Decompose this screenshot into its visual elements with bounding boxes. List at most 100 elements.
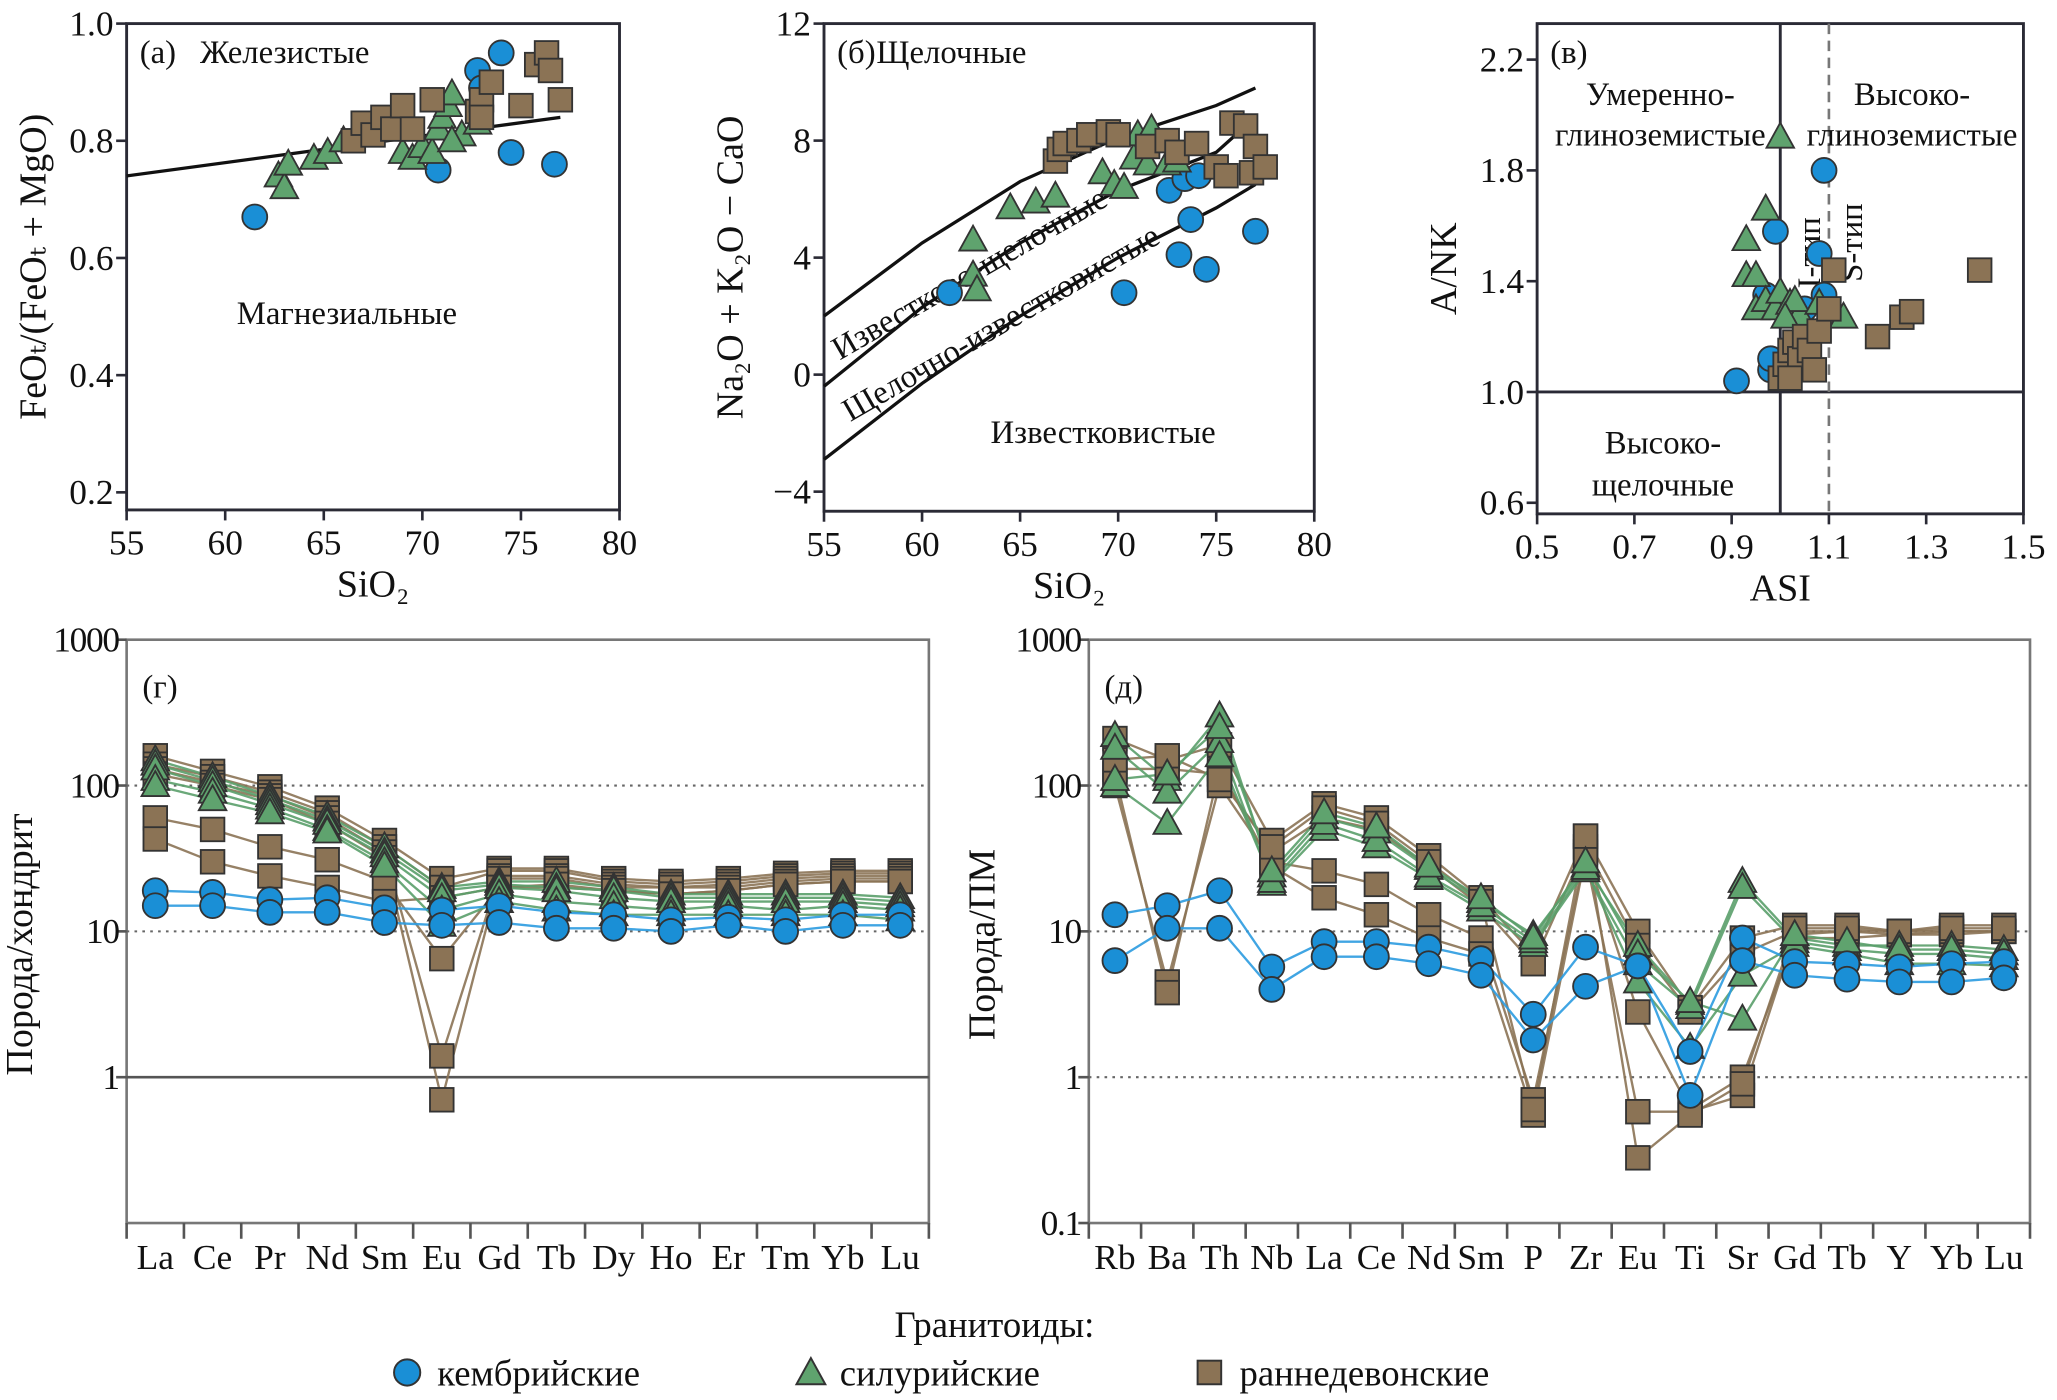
cambrian-data-point (1519, 1000, 1547, 1028)
panel-e-multielement-spider: 0.1 1 10 100 1000 Rb Ba Th Nb La Ce Nd Sm P Zr Eu Ti Sr Gd… (961, 619, 2032, 1277)
x-tick-label-dy: Dy (592, 1237, 636, 1277)
x-tick-label: 65 (1002, 524, 1037, 564)
cambrian-data-point (1519, 1026, 1547, 1054)
cambrian-data-point (1833, 965, 1861, 993)
x-tick-label: 0.5 (1515, 526, 1559, 566)
x-tick-label: 80 (1297, 524, 1332, 564)
x-tick-label-yb: Yb (821, 1237, 864, 1277)
devonian-data-point (1625, 1145, 1651, 1171)
x-tick-label: 80 (602, 522, 637, 562)
region-label-peraluminous-2: глиноземистые (1807, 118, 2018, 154)
y-tick-label: 100 (1032, 765, 1082, 805)
cambrian-data-point (1676, 1038, 1704, 1065)
cambrian-data-point (497, 139, 525, 166)
y-axis-label: Na₂O + K₂O − CaO (710, 116, 752, 420)
devonian-data-point (314, 846, 340, 873)
devonian-data-point (257, 834, 283, 860)
devonian-data-point (1213, 162, 1239, 189)
cambrian-data-point (1101, 901, 1129, 929)
silurian-data-point (1622, 965, 1654, 994)
cambrian-data-point (485, 909, 513, 936)
silurian-data-point (1256, 854, 1288, 883)
silurian-data-point (957, 223, 989, 252)
devonian-data-point (399, 116, 426, 142)
silurian-data-point (1769, 300, 1801, 329)
devonian-data-point (1363, 902, 1390, 928)
devonian-data-point (199, 849, 226, 875)
silurian-data-point (369, 849, 400, 878)
cambrian-data-point (1310, 943, 1338, 971)
panel-label: (д) (1105, 669, 1144, 705)
devonian-data-point (1898, 298, 1925, 325)
x-tick-label-pr: Pr (254, 1237, 286, 1277)
x-tick-label-nd: Nd (306, 1237, 350, 1277)
y-tick-label: 0.4 (69, 355, 114, 395)
silurian-data-point (1727, 1002, 1758, 1031)
devonian-data-point (1572, 823, 1599, 849)
y-tick-label: 10 (86, 911, 119, 951)
cambrian-data-point (543, 914, 570, 942)
region-label-magnesian: Магнезиальные (237, 296, 457, 332)
x-tick-label-rb: Rb (1094, 1237, 1135, 1277)
cambrian-data-point (199, 892, 226, 920)
silurian-data-point (139, 769, 171, 797)
devonian-data-point (1729, 1071, 1756, 1097)
devonian-data-point (468, 104, 495, 131)
legend-label-devonian: раннедевонские (1240, 1353, 1490, 1394)
cambrian-data-point (541, 150, 568, 178)
silurian-data-point (1570, 845, 1601, 874)
region-label-metaluminous-2: глиноземистые (1555, 118, 1766, 154)
silurian-data-point (1779, 918, 1811, 947)
devonian-data-point (1415, 902, 1442, 928)
devonian-data-point (1183, 130, 1210, 157)
y-axis-label: Порода/хондрит (0, 813, 41, 1076)
silurian-data-point (1151, 775, 1183, 804)
silurian-data-point (1740, 259, 1772, 288)
x-tick-label-yb: Yb (1930, 1237, 1973, 1277)
cambrian-data-point (772, 917, 799, 945)
silurian-data-point (1750, 192, 1782, 221)
x-tick-label: 60 (904, 524, 939, 564)
y-tick-label: 1.0 (69, 3, 113, 43)
x-axis-label: SiO₂ (1033, 565, 1105, 607)
cambrian-data-point (1572, 972, 1599, 1000)
panel-label: (в) (1550, 35, 1587, 71)
y-tick-label: 1000 (1015, 619, 1081, 659)
x-tick-label: 70 (405, 522, 440, 562)
silurian-data-point (1674, 985, 1706, 1013)
devonian-data-point (508, 92, 534, 119)
silurian-data-point (1779, 284, 1811, 312)
silurian-data-point (961, 273, 993, 302)
devonian-data-point (429, 1043, 455, 1069)
y-tick-label: 0.2 (69, 472, 113, 512)
devonian-data-point (429, 1087, 455, 1113)
devonian-data-point (478, 69, 505, 95)
x-tick-label-nb: Nb (1250, 1237, 1293, 1277)
devonian-sample-line (1113, 782, 2004, 1112)
x-tick-label-ce: Ce (193, 1237, 232, 1277)
devonian-data-point (257, 863, 283, 889)
cambrian-data-point (1624, 952, 1652, 980)
cambrian-data-point (1110, 279, 1138, 307)
silurian-data-point (1465, 881, 1497, 910)
y-tick-label: 0 (793, 354, 811, 394)
cambrian-data-point (1415, 950, 1443, 978)
cambrian-data-point (1467, 961, 1495, 989)
silurian-data-point (1764, 120, 1796, 149)
devonian-data-point (419, 87, 445, 113)
y-tick-label: 1000 (53, 619, 119, 659)
x-tick-label: 55 (806, 524, 841, 564)
x-tick-label-lu: Lu (881, 1237, 921, 1277)
devonian-data-point (1206, 766, 1233, 793)
silurian-data-point (269, 171, 300, 200)
x-tick-label: 0.9 (1710, 526, 1754, 566)
legend: Гранитоиды: кембрийские силурийские ранн… (393, 1304, 1490, 1394)
x-tick-label-eu: Eu (1618, 1237, 1658, 1277)
cambrian-data-point (1363, 943, 1390, 971)
silurian-data-point (1151, 757, 1183, 786)
cambrian-data-point (1153, 892, 1181, 920)
cambrian-data-point (1193, 255, 1220, 283)
cambrian-data-point (1258, 953, 1286, 981)
y-tick-label: 1 (102, 1057, 118, 1097)
cambrian-data-point (1885, 968, 1913, 996)
